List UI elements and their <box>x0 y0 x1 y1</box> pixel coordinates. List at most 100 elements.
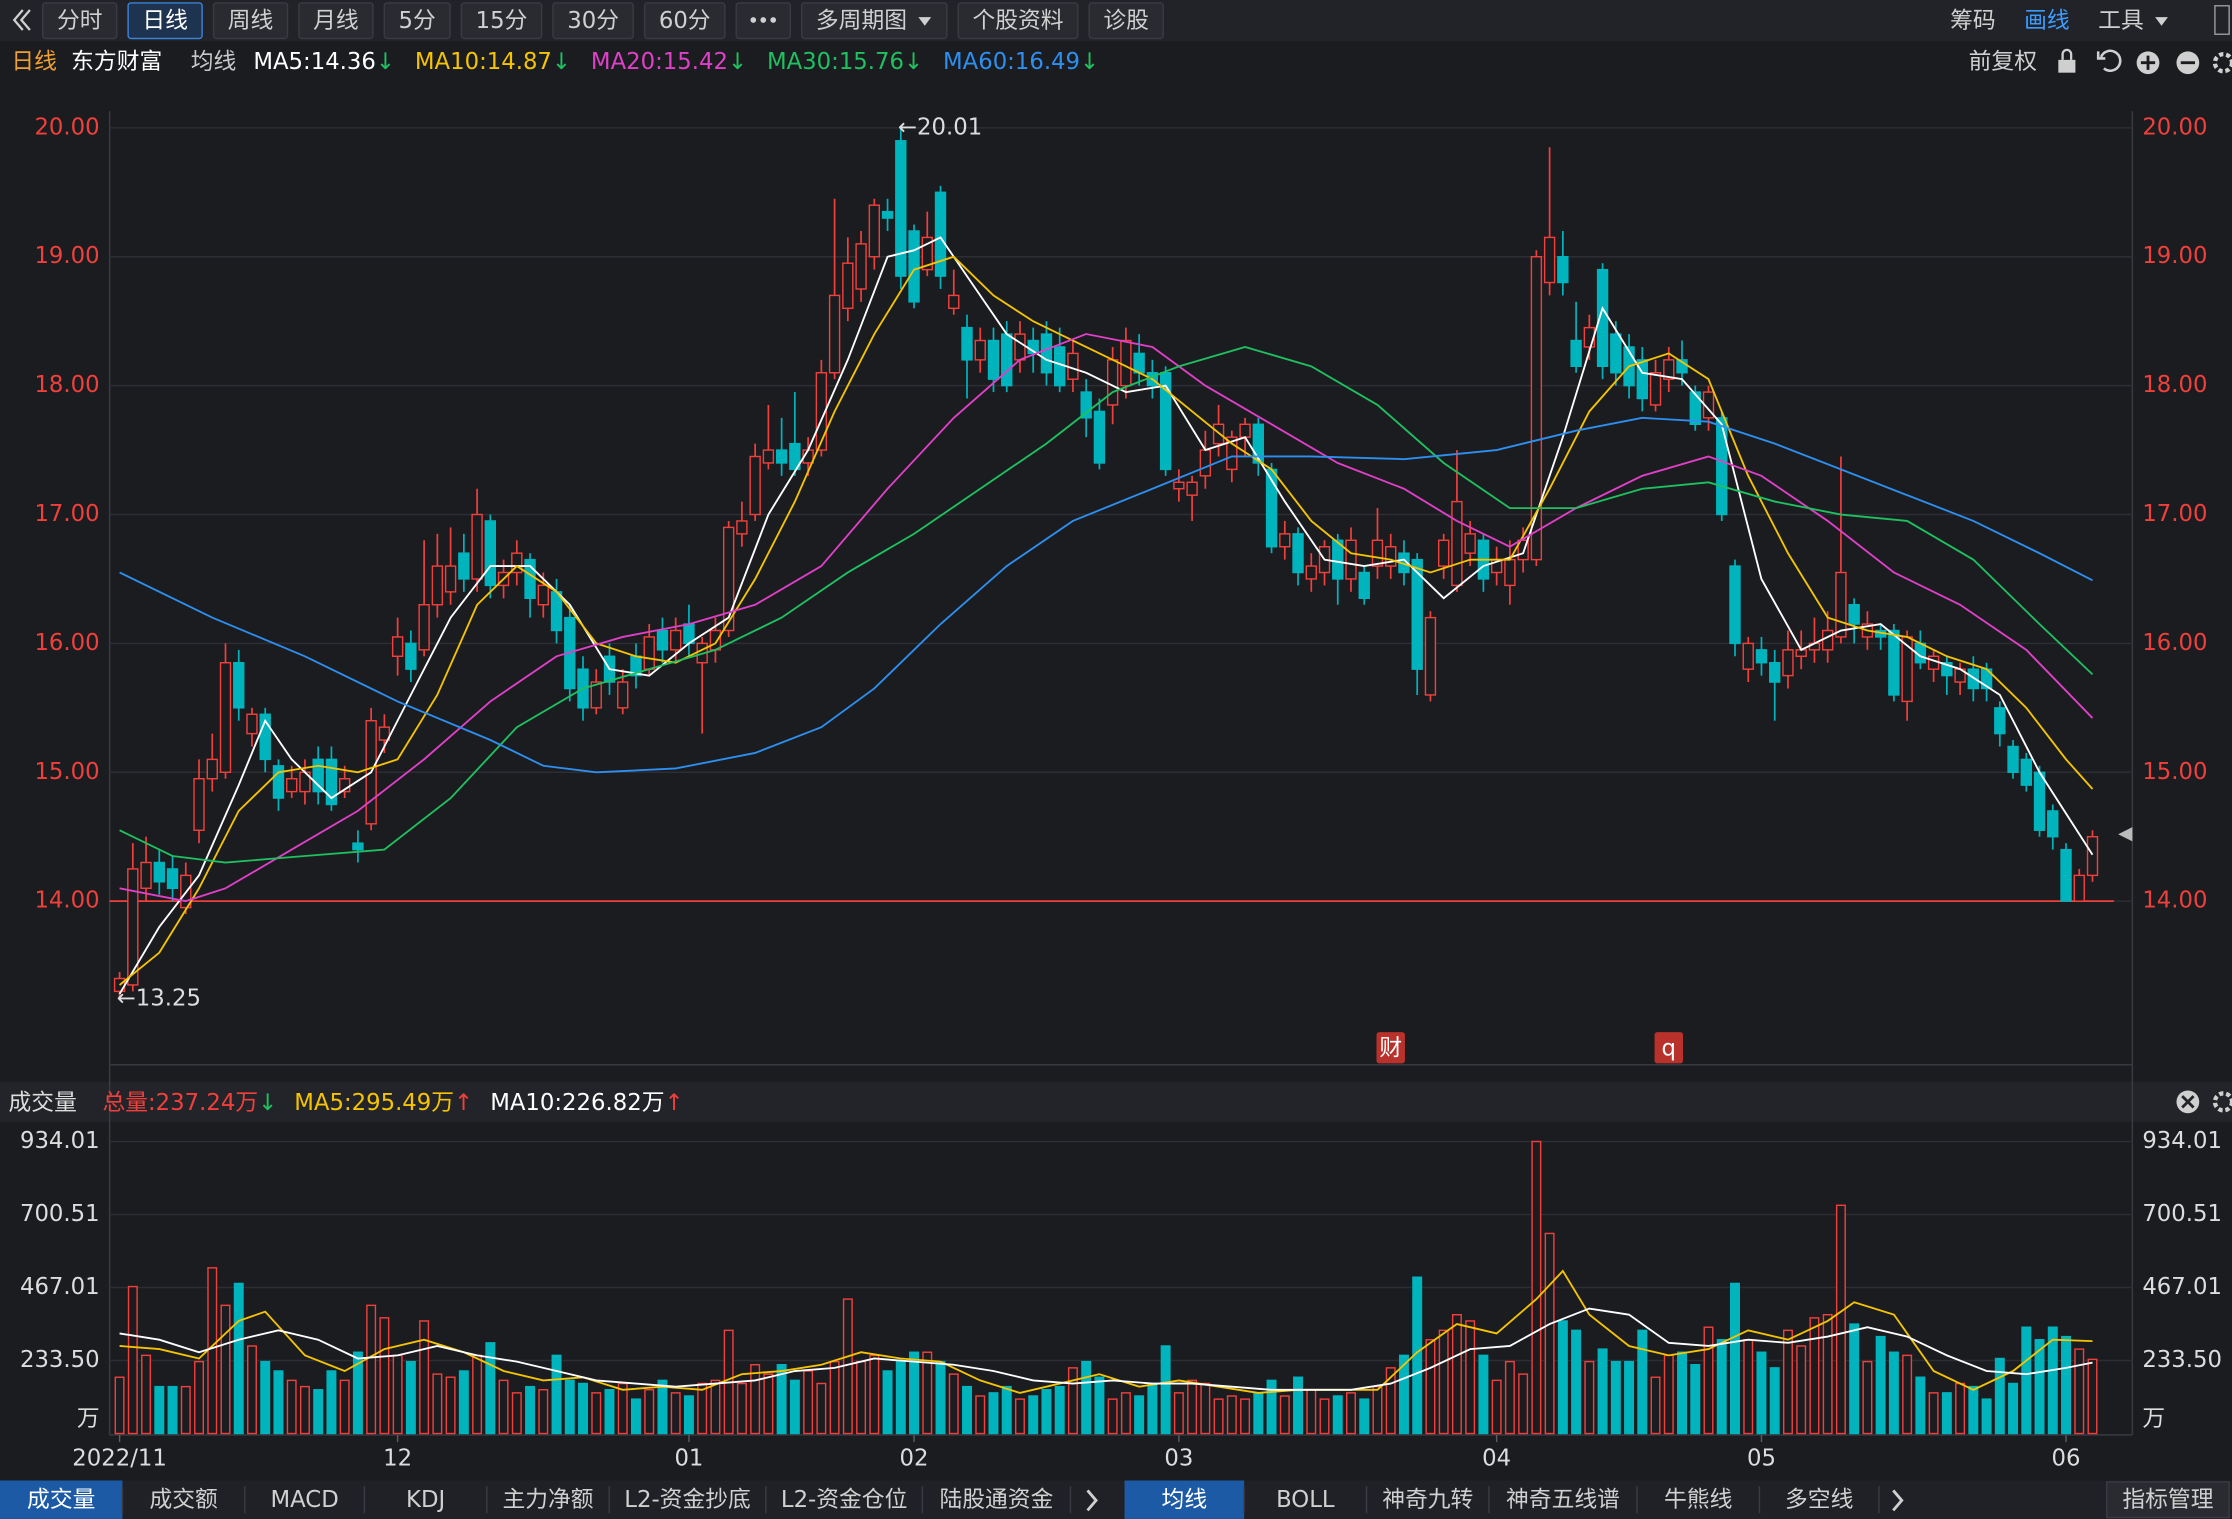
toolbar-button-label[interactable]: 分时 <box>57 8 103 34</box>
volume-bar <box>1253 1392 1264 1435</box>
toolbar-button-label[interactable]: 5分 <box>399 8 436 34</box>
undo-icon[interactable] <box>2096 49 2122 72</box>
back-icon[interactable] <box>12 9 31 31</box>
ma-line <box>119 416 2093 774</box>
tab-label[interactable]: 成交量 <box>27 1487 95 1513</box>
toolbar-button-label[interactable]: 15分 <box>476 8 528 34</box>
candle-body <box>418 604 430 651</box>
manage-button[interactable] <box>2106 1481 2230 1519</box>
y-tick-label-right: 700.51 <box>2142 1201 2222 1227</box>
tab-label[interactable]: 多空线 <box>1785 1487 1853 1513</box>
volume-bar <box>485 1342 496 1435</box>
info-label: ↓ <box>1080 49 1099 75</box>
extreme-annotation: ←20.01 <box>898 114 982 140</box>
candle-body <box>974 339 986 361</box>
toolbar-button-label[interactable]: 周线 <box>228 8 274 34</box>
volume-bar <box>1518 1373 1529 1435</box>
manage-label[interactable]: 指标管理 <box>2122 1487 2213 1513</box>
tab-label[interactable]: 均线 <box>1162 1487 1208 1513</box>
volume-bar <box>1346 1392 1356 1435</box>
tab-label[interactable]: KDJ <box>406 1487 445 1513</box>
volume-bar <box>922 1351 933 1435</box>
toolbar-button[interactable] <box>957 2 1079 40</box>
toolbar-right-label[interactable]: 筹码 <box>1950 8 1996 34</box>
event-marker[interactable] <box>1376 1032 1405 1064</box>
info-label: ↓ <box>376 49 395 75</box>
tab-label[interactable]: L2-资金抄底 <box>624 1487 750 1513</box>
toolbar-button[interactable] <box>460 2 543 40</box>
toolbar-button-label[interactable]: 60分 <box>659 8 711 34</box>
toolbar-button[interactable] <box>1088 2 1164 40</box>
x-tick-label: 01 <box>674 1446 703 1472</box>
tab-label[interactable]: 陆股通资金 <box>940 1487 1054 1513</box>
y-tick-label: 16.00 <box>34 630 99 656</box>
adjust-label[interactable]: 前复权 <box>1969 49 2038 75</box>
toolbar-button[interactable] <box>552 2 634 40</box>
candle-body <box>352 842 364 851</box>
toolbar-button[interactable] <box>643 2 726 40</box>
toolbar-button-label[interactable]: 个股资料 <box>972 8 1063 34</box>
volume-bar <box>1782 1329 1793 1435</box>
y-tick-label-right: 14.00 <box>2142 888 2207 914</box>
tab-label[interactable]: 成交额 <box>149 1487 218 1513</box>
candle-body <box>1424 616 1437 696</box>
candle-body <box>1610 333 1622 374</box>
toolbar-button[interactable] <box>127 2 203 40</box>
tab-label[interactable]: L2-资金仓位 <box>781 1487 907 1513</box>
toolbar-button-label[interactable]: 多周期图 <box>816 8 907 34</box>
info-label: ↓ <box>552 49 571 75</box>
candle-body <box>1385 546 1397 567</box>
tab-label[interactable]: 神奇九转 <box>1382 1487 1473 1513</box>
candle-body <box>1358 571 1370 599</box>
candle-body <box>458 552 470 580</box>
volume-stat-arrow: ↓ <box>258 1090 277 1116</box>
event-marker-label[interactable]: 财 <box>1379 1036 1402 1062</box>
candle-body <box>987 339 1000 380</box>
tab-label[interactable]: MACD <box>270 1487 338 1513</box>
candle-body <box>1279 533 1291 548</box>
y-tick-label-right: 20.00 <box>2142 114 2207 140</box>
tab-label[interactable]: 主力净额 <box>502 1487 593 1513</box>
toolbar-button-label[interactable]: 30分 <box>567 8 619 34</box>
toolbar-button-label[interactable]: 日线 <box>142 8 188 34</box>
candle-body <box>895 140 907 277</box>
tab-active-bg <box>1124 1480 1245 1519</box>
toolbar-button[interactable] <box>298 2 374 40</box>
toolbar-button[interactable] <box>212 2 289 40</box>
tab-label[interactable]: 牛熊线 <box>1664 1487 1732 1513</box>
toolbar-right-label[interactable]: 工具 <box>2098 8 2144 34</box>
event-marker-label[interactable]: q <box>1662 1036 1676 1062</box>
ma-line <box>119 346 2094 864</box>
volume-bar <box>1902 1354 1913 1435</box>
ma-line <box>118 255 2094 986</box>
volume-bar <box>1571 1329 1582 1435</box>
toolbar-button[interactable] <box>800 2 948 40</box>
toolbar-button[interactable] <box>41 2 118 40</box>
y-tick-label: 20.00 <box>34 114 99 140</box>
y-tick-label: 18.00 <box>34 372 99 398</box>
toolbar-right-label[interactable]: 画线 <box>2024 8 2070 34</box>
y-tick-label-right: 233.50 <box>2142 1347 2222 1373</box>
volume-bar <box>299 1385 310 1435</box>
volume-bar <box>564 1379 575 1435</box>
tab-label[interactable]: 神奇五线谱 <box>1506 1487 1620 1513</box>
volume-bar <box>1266 1379 1277 1435</box>
toolbar-button-label[interactable]: 诊股 <box>1103 8 1149 34</box>
toolbar-button[interactable] <box>383 2 451 40</box>
tab-scroll-arrow[interactable] <box>1892 1489 1904 1512</box>
candle-body <box>1053 346 1066 387</box>
tab-scroll-arrow[interactable] <box>1086 1489 1098 1512</box>
volume-bar <box>1637 1329 1648 1435</box>
toolbar-button-label[interactable]: 月线 <box>313 8 359 34</box>
volume-bar <box>2087 1358 2098 1435</box>
volume-bar <box>1451 1314 1462 1435</box>
lock-icon[interactable] <box>2058 59 2076 73</box>
candle-body <box>1451 500 1463 587</box>
volume-bar <box>882 1370 893 1435</box>
volume-bar <box>750 1364 761 1435</box>
tab-label[interactable]: BOLL <box>1276 1487 1335 1513</box>
candle-body <box>1239 423 1251 438</box>
window-icon[interactable] <box>2214 5 2230 35</box>
event-marker[interactable] <box>1654 1032 1684 1064</box>
y-tick-label: 700.51 <box>20 1201 100 1227</box>
